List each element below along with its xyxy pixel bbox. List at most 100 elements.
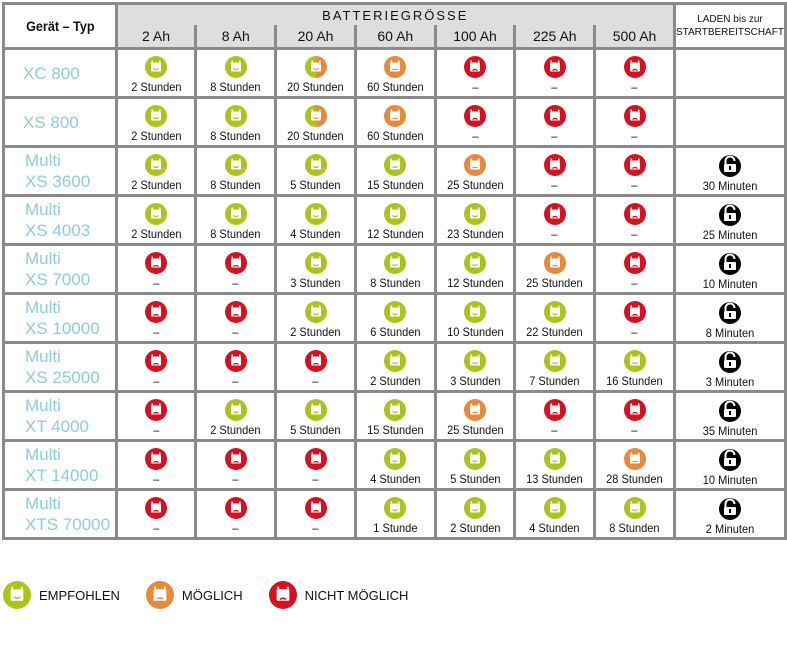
battery-possible-icon	[623, 447, 646, 470]
table-row: XS 800 2 Stunden 8 Stunden 20 Stunden 60 Stu…	[2, 96, 787, 148]
device-name: Multi XS 4003	[2, 194, 118, 246]
charge-time-cell: –	[114, 439, 198, 491]
ready-time: 35 Minuten	[702, 424, 758, 438]
ready-time-cell: 10 Minuten	[672, 243, 787, 295]
ready-header-line: LADEN bis zur	[697, 14, 763, 25]
device-name: Multi XS 25000	[2, 341, 118, 393]
charge-time-cell: 2 Stunden	[114, 47, 198, 99]
device-name-line: Multi	[25, 396, 61, 415]
battery-not-possible-icon	[623, 55, 646, 78]
charge-time-cell: –	[593, 243, 676, 295]
charge-time: –	[152, 520, 160, 535]
charge-time: –	[312, 373, 319, 388]
battery-size-2: 20 Ah	[274, 25, 357, 50]
charge-time: 16 Stunden	[606, 373, 663, 388]
device-name-line: XS 25000	[25, 368, 100, 387]
charge-time: 20 Stunden	[287, 128, 344, 143]
battery-not-possible-icon	[543, 55, 566, 78]
battery-not-possible-icon	[145, 398, 168, 421]
charge-time-cell: –	[513, 145, 597, 197]
charge-time: 2 Stunden	[370, 373, 421, 388]
charge-time-cell: 8 Stunden	[353, 243, 437, 295]
charge-time: –	[232, 324, 239, 339]
charge-time: 6 Stunden	[370, 324, 421, 339]
lock-icon	[718, 351, 741, 373]
charge-time: 5 Stunden	[290, 177, 341, 192]
charge-time-cell: 5 Stunden	[274, 145, 357, 197]
device-name-line: XS 4003	[25, 221, 91, 240]
charge-time-cell: 28 Stunden	[593, 439, 676, 491]
battery-recommended-icon	[464, 202, 487, 225]
ready-time-header: LADEN bis zur STARTBEREITSCHAFT	[672, 2, 787, 50]
charge-time: 2 Stunden	[130, 226, 182, 241]
battery-not-possible-icon	[145, 496, 168, 519]
battery-recommended-icon	[384, 447, 407, 470]
device-name: Multi XT 4000	[2, 390, 118, 442]
table-row: Multi XS 7000 – – 3 Stunden 8 Stunden 12 Stund…	[2, 243, 787, 295]
charge-time: –	[551, 79, 558, 94]
charge-time-cell: –	[194, 243, 278, 295]
charge-time: –	[551, 422, 558, 437]
ready-time: 10 Minuten	[702, 473, 758, 487]
charge-time-cell: –	[433, 47, 517, 99]
battery-recommended-icon	[543, 496, 566, 519]
battery-possible-icon	[464, 153, 487, 176]
charge-time-cell: –	[433, 96, 517, 148]
charge-time-cell: –	[513, 390, 597, 442]
lock-icon	[718, 155, 741, 177]
charge-time-cell: 8 Stunden	[194, 96, 278, 148]
battery-recommended-icon	[384, 153, 407, 176]
charge-time-cell: 3 Stunden	[433, 341, 517, 393]
charge-time-cell: 12 Stunden	[433, 243, 517, 295]
charge-time-cell: –	[274, 439, 357, 491]
charge-time-cell: –	[513, 47, 597, 99]
charge-time: 2 Stunden	[130, 128, 182, 143]
charge-time-cell: 25 Stunden	[513, 243, 597, 295]
battery-not-possible-icon	[623, 202, 646, 225]
battery-size-5: 225 Ah	[513, 25, 597, 50]
battery-not-possible-icon	[304, 496, 327, 519]
battery-possible-icon	[464, 398, 487, 421]
charge-time: 15 Stunden	[367, 422, 424, 437]
battery-not-possible-icon	[224, 251, 247, 274]
ready-time: 30 Minuten	[702, 179, 758, 193]
charge-time-cell: 16 Stunden	[593, 341, 676, 393]
charge-time: –	[551, 177, 558, 192]
charge-time-cell: –	[593, 292, 676, 344]
battery-size-3: 60 Ah	[353, 25, 437, 50]
battery-recommended-icon	[304, 398, 327, 421]
charge-time: 8 Stunden	[210, 226, 261, 241]
charge-time: 60 Stunden	[367, 128, 424, 143]
charge-time: 23 Stunden	[446, 226, 504, 241]
charge-time: 5 Stunden	[290, 422, 341, 437]
charge-time: –	[631, 324, 638, 339]
lock-icon	[718, 253, 741, 275]
legend-item: EMPFOHLEN	[3, 581, 120, 609]
charge-time-cell: –	[194, 488, 278, 540]
table-row: Multi XS 3600 2 Stunden 8 Stunden 5 Stunden 1…	[2, 145, 787, 197]
device-name: Multi XS 3600	[2, 145, 118, 197]
battery-not-possible-icon	[543, 202, 566, 225]
charge-time: 2 Stunden	[130, 177, 182, 192]
charge-time: –	[631, 226, 638, 241]
charge-time-cell: –	[593, 390, 676, 442]
device-name: XC 800	[2, 47, 118, 99]
charge-time-cell: 2 Stunden	[353, 341, 437, 393]
charge-time-cell: 8 Stunden	[194, 145, 278, 197]
charge-time: –	[631, 177, 638, 192]
charge-time: 22 Stunden	[526, 324, 584, 339]
battery-not-possible-icon	[623, 104, 646, 127]
charge-time-cell: 15 Stunden	[353, 145, 437, 197]
battery-possible-icon	[384, 104, 407, 127]
ready-time: 10 Minuten	[702, 277, 758, 291]
charge-time-cell: 3 Stunden	[274, 243, 357, 295]
charge-time: –	[471, 128, 479, 143]
battery-not-possible-icon	[145, 300, 168, 323]
lock-icon	[718, 400, 741, 422]
battery-recommended-icon	[464, 496, 487, 519]
charge-time: –	[232, 275, 239, 290]
charge-time: 13 Stunden	[526, 471, 584, 486]
charge-time-cell: 2 Stunden	[194, 390, 278, 442]
charge-time: –	[312, 471, 319, 486]
ready-time-cell	[672, 47, 787, 99]
